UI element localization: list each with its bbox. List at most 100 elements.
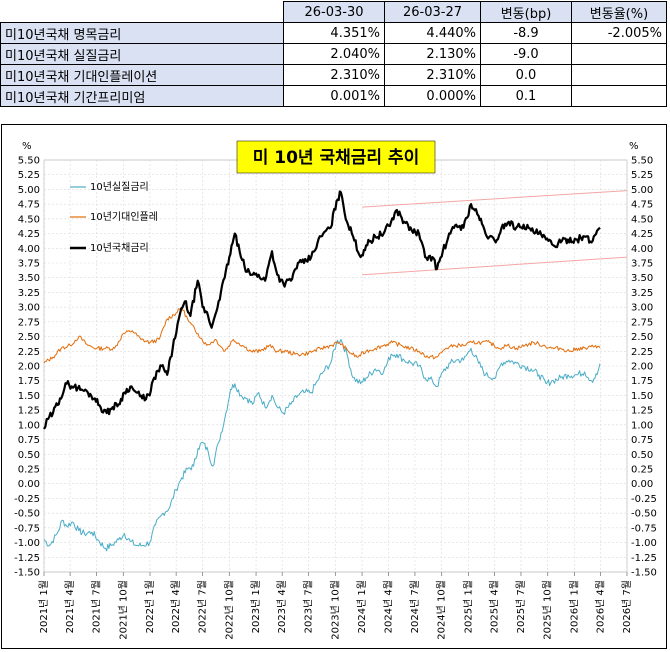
y-tick-label-right: 0.50	[631, 450, 653, 461]
y-tick-label-left: 4.25	[18, 229, 40, 240]
chart-series	[43, 190, 601, 552]
x-tick-label: 2022년 4월	[170, 580, 182, 633]
y-tick-label-right: 5.25	[631, 170, 653, 181]
y-tick-label-right: 3.75	[631, 259, 653, 270]
rates-chart: -1.50 -1.25 -1.00 -0.75 -0.50 -0.25 0.00 0.25 0.…	[1, 124, 667, 649]
y-tick-label-left: 2.75	[18, 317, 40, 328]
y-tick-label-right: -1.00	[631, 538, 657, 549]
y-tick-label-right: 2.75	[631, 317, 653, 328]
x-tick-label: 2023년 7월	[303, 580, 315, 633]
trend-lines	[362, 190, 628, 276]
cell-value: 2.310%	[384, 64, 481, 86]
x-tick-label: 2024년 10월	[436, 580, 448, 640]
x-tick-label: 2023년 1월	[250, 580, 262, 633]
x-tick-label: 2023년 10월	[329, 580, 341, 640]
y-unit-left: %	[22, 141, 32, 152]
cell-value: 2.310%	[283, 64, 385, 86]
y-tick-label-left: 1.50	[18, 391, 40, 402]
cell-value: -2.005%	[571, 22, 667, 44]
y-tick-label-right: -1.50	[631, 568, 657, 579]
y-tick-label-right: 3.50	[631, 273, 653, 284]
y-tick-label-right: -1.25	[631, 553, 657, 564]
y-tick-label-right: 3.00	[631, 303, 653, 314]
x-axis: 2021년 1월 2021년 4월 2021년 7월 2021년 10월 2022년 1…	[38, 572, 633, 640]
y-tick-label-left: -0.75	[14, 523, 40, 534]
y-tick-label-left: 4.50	[18, 214, 40, 225]
table-row: 미10년국채 기간프리미엄 0.001% 0.000% 0.1	[0, 85, 667, 107]
x-tick-label: 2026년 7월	[621, 580, 633, 633]
y-tick-label-left: -1.50	[14, 568, 40, 579]
x-tick-label: 2022년 7월	[197, 580, 209, 633]
x-tick-label: 2025년 10월	[542, 580, 554, 640]
y-tick-label-left: 4.00	[18, 244, 40, 255]
y-tick-label-left: -0.50	[14, 509, 40, 520]
cell-value	[571, 43, 667, 65]
chart-canvas: -1.50 -1.25 -1.00 -0.75 -0.50 -0.25 0.00 0.25 0.…	[14, 140, 657, 640]
legend-label-nominal: 10년국채금리	[90, 242, 149, 254]
y-tick-label-right: 0.75	[631, 435, 653, 446]
y-axis-left: -1.50 -1.25 -1.00 -0.75 -0.50 -0.25 0.00 0.25 0.…	[14, 156, 40, 579]
x-tick-label: 2022년 1월	[144, 580, 156, 633]
table-row: 미10년국채 실질금리 2.040% 2.130% -9.0	[0, 43, 667, 65]
y-tick-label-left: 0.25	[18, 465, 40, 476]
chart-title: 미 10년 국채금리 추이	[253, 148, 420, 168]
y-tick-label-right: 5.00	[631, 185, 653, 196]
table-header-date2: 26-03-27	[384, 1, 481, 23]
y-tick-label-left: 5.00	[18, 185, 40, 196]
y-tick-label-left: 1.25	[18, 406, 40, 417]
y-tick-label-left: 2.25	[18, 347, 40, 358]
y-tick-label-left: -1.25	[14, 553, 40, 564]
row-label: 미10년국채 기간프리미엄	[0, 85, 284, 107]
x-tick-label: 2021년 1월	[38, 580, 50, 633]
y-tick-label-right: -0.50	[631, 509, 657, 520]
y-tick-label-right: 0.25	[631, 465, 653, 476]
x-tick-label: 2024년 4월	[383, 580, 395, 633]
cell-value: 0.001%	[283, 85, 385, 107]
y-tick-label-right: 4.50	[631, 214, 653, 225]
y-tick-label-right: 1.25	[631, 406, 653, 417]
trend-line	[362, 256, 628, 276]
series-line-breakeven	[43, 306, 601, 364]
legend-label-breakeven: 10년기대인플레	[90, 211, 158, 223]
y-tick-label-right: 1.75	[631, 376, 653, 387]
y-tick-label-left: 3.75	[18, 259, 40, 270]
table-header-date1: 26-03-30	[283, 1, 385, 23]
y-tick-label-left: 0.50	[18, 450, 40, 461]
y-tick-label-right: 0.00	[631, 479, 653, 490]
cell-value: 0.000%	[384, 85, 481, 107]
y-tick-label-left: 4.75	[18, 200, 40, 211]
table-header-change-bp: 변동(bp)	[480, 1, 572, 23]
cell-value: -8.9	[480, 22, 572, 44]
x-tick-label: 2025년 4월	[489, 580, 501, 633]
y-tick-label-left: 1.00	[18, 420, 40, 431]
y-tick-label-left: 0.00	[18, 479, 40, 490]
x-tick-label: 2024년 7월	[409, 580, 421, 633]
x-tick-label: 2021년 10월	[117, 580, 129, 640]
y-tick-label-right: 4.00	[631, 244, 653, 255]
cell-value: 2.130%	[384, 43, 481, 65]
cell-value	[571, 64, 667, 86]
chart-title-box	[236, 140, 436, 174]
x-tick-label: 2026년 1월	[568, 580, 580, 633]
y-tick-label-right: 5.50	[631, 156, 653, 167]
cell-value: 0.1	[480, 85, 572, 107]
cell-value: 4.440%	[384, 22, 481, 44]
y-tick-label-left: 1.75	[18, 376, 40, 387]
y-tick-label-right: -0.75	[631, 523, 657, 534]
y-tick-label-left: 5.50	[18, 156, 40, 167]
y-tick-label-left: 3.00	[18, 303, 40, 314]
y-tick-label-left: -0.25	[14, 494, 40, 505]
y-tick-label-right: 4.25	[631, 229, 653, 240]
chart-grid	[43, 159, 628, 573]
y-tick-label-right: -0.25	[631, 494, 657, 505]
y-unit-right: %	[629, 141, 639, 152]
series-line-real	[43, 339, 601, 552]
rates-summary-table: 26-03-30 26-03-27 변동(bp) 변동율(%) 미10년국채 명…	[0, 1, 667, 107]
row-label: 미10년국채 명목금리	[0, 22, 284, 44]
x-tick-label: 2023년 4월	[276, 580, 288, 633]
y-tick-label-left: -1.00	[14, 538, 40, 549]
y-tick-label-left: 3.50	[18, 273, 40, 284]
y-tick-label-right: 4.75	[631, 200, 653, 211]
x-tick-label: 2026년 4월	[595, 580, 607, 633]
y-tick-label-left: 2.50	[18, 332, 40, 343]
